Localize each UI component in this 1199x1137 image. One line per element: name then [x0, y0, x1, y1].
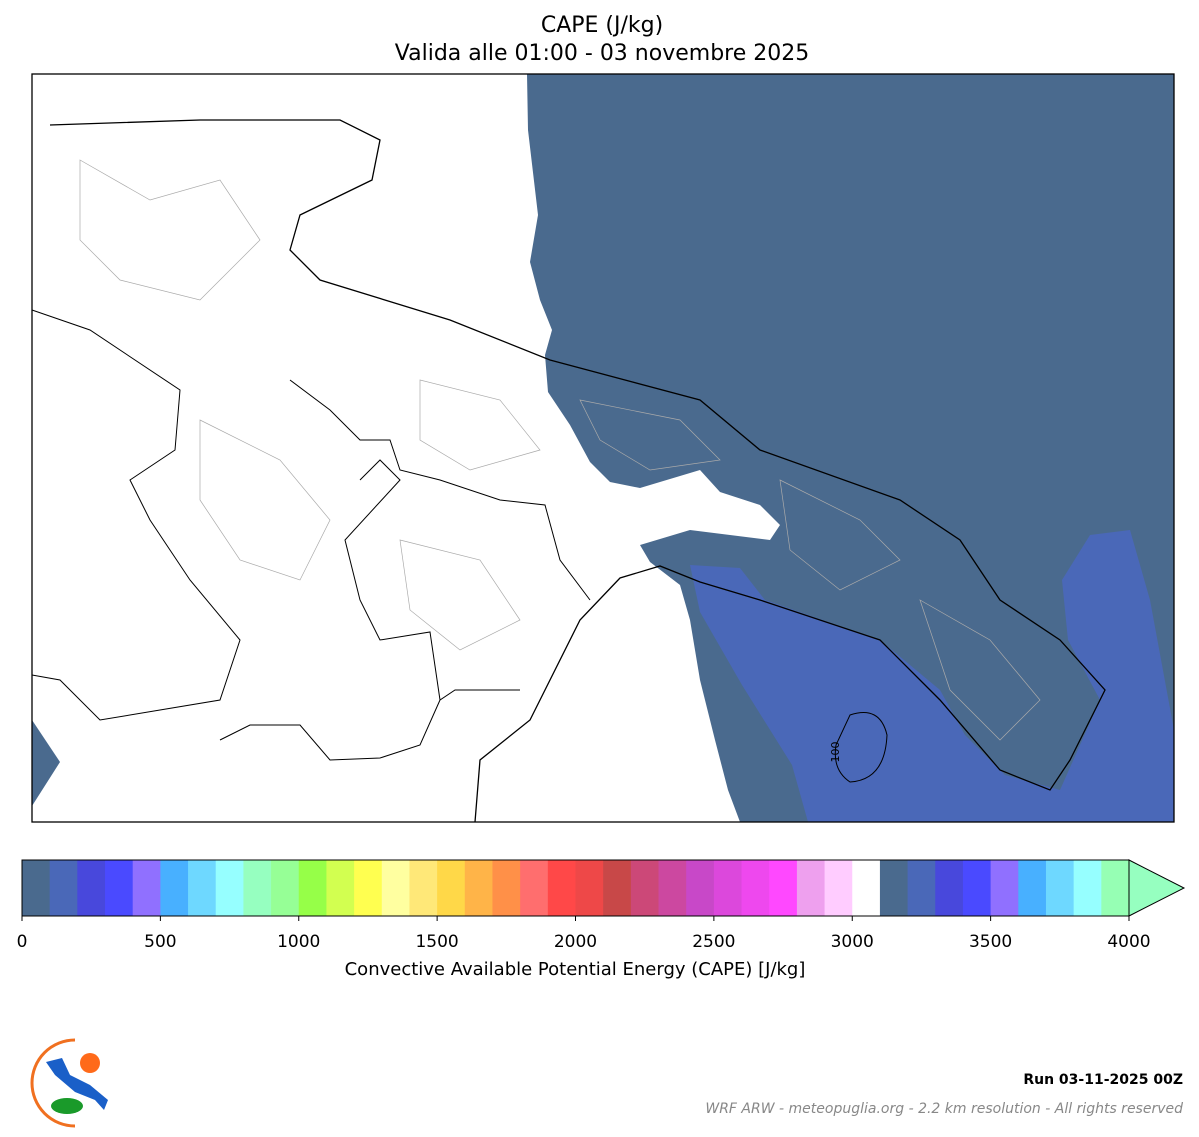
- region-border: [31, 309, 241, 721]
- coastline: [49, 119, 1106, 823]
- region-border: [219, 699, 441, 761]
- run-label: Run 03-11-2025 00Z: [1023, 1072, 1183, 1088]
- colorbar-segment: [907, 860, 936, 916]
- colorbar-segment: [326, 860, 355, 916]
- colorbar-segment: [298, 860, 327, 916]
- colorbar-segment: [105, 860, 134, 916]
- colorbar-label: Convective Available Potential Energy (C…: [345, 959, 806, 980]
- logo-cloud: [51, 1098, 83, 1114]
- colorbar-segment: [741, 860, 770, 916]
- colorbar-segment: [354, 860, 383, 916]
- colorbar-segment: [630, 860, 660, 916]
- colorbar-segment: [575, 860, 604, 916]
- colorbar: 0 500 1000 1500 2000 2500 3000 3500 4000: [17, 859, 1186, 952]
- sea-cape-0-100: [32, 720, 60, 806]
- municipal-borders: [79, 159, 1041, 741]
- colorbar-tick-label: 1000: [277, 932, 320, 952]
- colorbar-tick-label: 500: [144, 932, 176, 952]
- contour-label: 100: [829, 742, 842, 763]
- colorbar-segment: [381, 860, 410, 916]
- logo-sun: [80, 1053, 100, 1073]
- region-border: [344, 459, 520, 701]
- sea-cape-0-100: [527, 74, 1174, 822]
- colorbar-segment: [22, 860, 51, 916]
- logo-region: [46, 1058, 108, 1110]
- sea-cape-100-200: [690, 530, 1174, 822]
- contour-line: [834, 712, 888, 783]
- colorbar-tick-label: 1500: [415, 932, 458, 952]
- colorbar-segment: [962, 860, 992, 916]
- colorbar-segment: [935, 860, 964, 916]
- map-frame: [31, 73, 1175, 823]
- colorbar-segment: [160, 860, 189, 916]
- colorbar-segment: [243, 860, 272, 916]
- colorbar-segment: [492, 860, 521, 916]
- colorbar-segment: [132, 860, 161, 916]
- map: 100: [31, 73, 1175, 823]
- credits: WRF ARW - meteopuglia.org - 2.2 km resol…: [705, 1101, 1183, 1117]
- colorbar-segment: [713, 860, 743, 916]
- colorbar-tick-label: 3500: [969, 932, 1012, 952]
- colorbar-segment: [603, 860, 632, 916]
- colorbar-segment: [271, 860, 300, 916]
- colorbar-extend: [1128, 859, 1186, 917]
- colorbar-tick-label: 3000: [831, 932, 874, 952]
- logo: [30, 1038, 108, 1128]
- colorbar-segment: [879, 860, 909, 916]
- colorbar-segment: [852, 860, 881, 916]
- colorbar-segment: [77, 860, 106, 916]
- colorbar-segment: [769, 860, 798, 916]
- colorbar-tick-label: 0: [17, 932, 28, 952]
- colorbar-segment: [409, 860, 438, 916]
- colorbar-segment: [215, 860, 244, 916]
- colorbar-segment: [824, 860, 853, 916]
- colorbar-segment: [658, 860, 687, 916]
- colorbar-segment: [1045, 860, 1075, 916]
- colorbar-segment: [437, 860, 466, 916]
- colorbar-segment: [547, 860, 576, 916]
- colorbar-tick-label: 2500: [692, 932, 735, 952]
- logo-arc: [30, 1038, 76, 1128]
- colorbar-segment: [49, 860, 78, 916]
- title: CAPE (J/kg): [541, 13, 663, 38]
- colorbar-segment: [520, 860, 549, 916]
- colorbar-segment: [1018, 860, 1047, 916]
- colorbar-segment: [990, 860, 1019, 916]
- colorbar-segment: [686, 860, 715, 916]
- colorbar-segment: [1073, 860, 1102, 916]
- colorbar-segment: [1101, 860, 1130, 916]
- colorbar-segment: [464, 860, 493, 916]
- colorbar-segment: [796, 860, 826, 916]
- colorbar-segment: [188, 860, 217, 916]
- colorbar-tick-label: 4000: [1107, 932, 1150, 952]
- subtitle: Valida alle 01:00 - 03 novembre 2025: [395, 41, 809, 66]
- colorbar-tick-label: 2000: [554, 932, 597, 952]
- region-border: [289, 379, 591, 601]
